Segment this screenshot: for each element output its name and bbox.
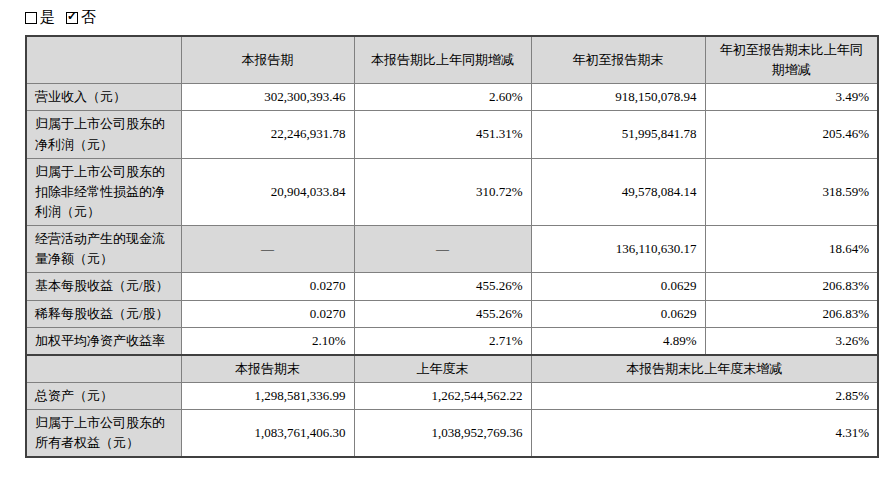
cell-value: 206.83% — [705, 300, 878, 327]
row-label: 营业收入（元） — [26, 84, 181, 111]
cell-value: 918,150,078.94 — [531, 84, 705, 111]
cell-value: 310.72% — [354, 158, 531, 225]
cell-value: 22,246,931.78 — [181, 111, 354, 158]
cell-value: 3.49% — [705, 84, 878, 111]
column-header: 年初至报告期末 — [531, 36, 705, 84]
cell-value: 2.71% — [354, 327, 531, 355]
header-row: 本报告期末上年度末本报告期末比上年度末增减 — [26, 355, 878, 383]
no-option: 否 — [66, 8, 97, 27]
cell-value: 302,300,393.46 — [181, 84, 354, 111]
cell-value: 2.60% — [354, 84, 531, 111]
cell-value: 455.26% — [354, 273, 531, 300]
table-row: 归属于上市公司股东的所有者权益（元）1,083,761,406.301,038,… — [26, 410, 878, 458]
cell-value: 1,083,761,406.30 — [181, 410, 354, 458]
cell-value: 51,995,841.78 — [531, 111, 705, 158]
cell-value: 1,298,581,336.99 — [181, 382, 354, 409]
cell-value: 455.26% — [354, 300, 531, 327]
no-label: 否 — [81, 8, 97, 27]
row-label: 总资产（元） — [26, 382, 181, 409]
table-row: 稀释每股收益（元/股）0.0270455.26%0.0629206.83% — [26, 300, 878, 327]
cell-value: 0.0270 — [181, 300, 354, 327]
cell-value: 318.59% — [705, 158, 878, 225]
cell-value: 18.64% — [705, 226, 878, 273]
cell-value: 0.0629 — [531, 300, 705, 327]
cell-value: 4.31% — [531, 410, 878, 458]
cell-value: 205.46% — [705, 111, 878, 158]
table-row: 营业收入（元）302,300,393.462.60%918,150,078.94… — [26, 84, 878, 111]
table-row: 基本每股收益（元/股）0.0270455.26%0.0629206.83% — [26, 273, 878, 300]
cell-value: 0.0270 — [181, 273, 354, 300]
cell-value: 0.0629 — [531, 273, 705, 300]
row-label: 归属于上市公司股东的所有者权益（元） — [26, 410, 181, 458]
cell-value: — — [181, 226, 354, 273]
header-row: 本报告期本报告期比上年同期增减年初至报告期末年初至报告期末比上年同期增减 — [26, 36, 878, 84]
column-header: 本报告期比上年同期增减 — [354, 36, 531, 84]
cell-value: 20,904,033.84 — [181, 158, 354, 225]
column-header: 年初至报告期末比上年同期增减 — [705, 36, 878, 84]
row-label: 归属于上市公司股东的扣除非经常性损益的净利润（元） — [26, 158, 181, 225]
row-label: 基本每股收益（元/股） — [26, 273, 181, 300]
cell-value: 2.10% — [181, 327, 354, 355]
table-row: 归属于上市公司股东的扣除非经常性损益的净利润（元）20,904,033.8431… — [26, 158, 878, 225]
table-row: 归属于上市公司股东的净利润（元）22,246,931.78451.31%51,9… — [26, 111, 878, 158]
cell-value: 1,262,544,562.22 — [354, 382, 531, 409]
cell-value: 2.85% — [531, 382, 878, 409]
row-label: 经营活动产生的现金流量净额（元） — [26, 226, 181, 273]
table-row: 总资产（元）1,298,581,336.991,262,544,562.222.… — [26, 382, 878, 409]
column-header: 本报告期末比上年度末增减 — [531, 355, 878, 383]
row-label: 稀释每股收益（元/股） — [26, 300, 181, 327]
corner-cell — [26, 36, 181, 84]
table-row: 加权平均净资产收益率2.10%2.71%4.89%3.26% — [26, 327, 878, 355]
yes-no-checkbox-row: 是 否 — [25, 8, 891, 27]
cell-value: — — [354, 226, 531, 273]
table-row: 经营活动产生的现金流量净额（元）——136,110,630.1718.64% — [26, 226, 878, 273]
cell-value: 49,578,084.14 — [531, 158, 705, 225]
no-checkbox-icon — [66, 12, 78, 24]
column-header: 本报告期末 — [181, 355, 354, 383]
column-header: 本报告期 — [181, 36, 354, 84]
yes-label: 是 — [40, 8, 56, 27]
cell-value: 136,110,630.17 — [531, 226, 705, 273]
cell-value: 4.89% — [531, 327, 705, 355]
yes-option: 是 — [25, 8, 56, 27]
cell-value: 3.26% — [705, 327, 878, 355]
report-page: 是 否 本报告期本报告期比上年同期增减年初至报告期末年初至报告期末比上年同期增减… — [0, 0, 891, 458]
cell-value: 206.83% — [705, 273, 878, 300]
cell-value: 451.31% — [354, 111, 531, 158]
corner-cell — [26, 355, 181, 383]
yes-checkbox-icon — [25, 12, 37, 24]
column-header: 上年度末 — [354, 355, 531, 383]
cell-value: 1,038,952,769.36 — [354, 410, 531, 458]
financial-summary-table: 本报告期本报告期比上年同期增减年初至报告期末年初至报告期末比上年同期增减营业收入… — [25, 35, 879, 458]
row-label: 归属于上市公司股东的净利润（元） — [26, 111, 181, 158]
row-label: 加权平均净资产收益率 — [26, 327, 181, 355]
